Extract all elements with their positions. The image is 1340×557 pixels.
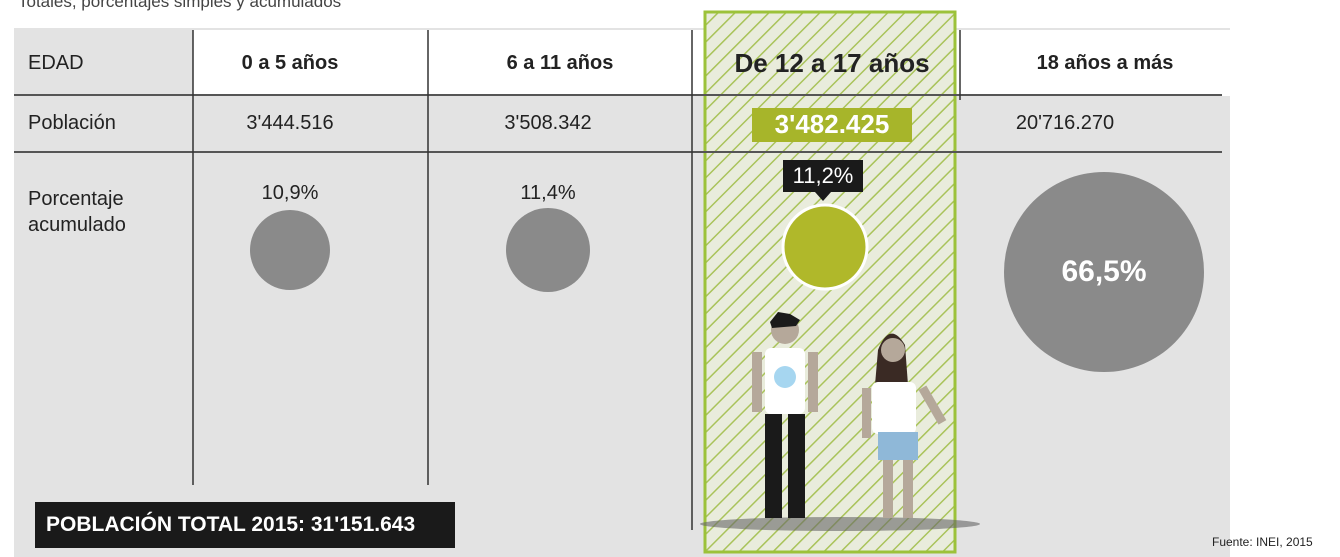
header-cell: De 12 a 17 años — [734, 48, 929, 79]
infographic: Totales, porcentajes simples y acumulado… — [0, 0, 1340, 557]
cell: 10,9% — [262, 182, 319, 205]
circle — [783, 205, 867, 289]
cell: 3'508.342 — [504, 112, 591, 135]
source: Fuente: INEI, 2015 — [1212, 535, 1313, 549]
cell: 11,4% — [520, 182, 575, 205]
shadow — [700, 517, 980, 531]
cell: 3'444.516 — [246, 112, 333, 135]
header-cell: 6 a 11 años — [507, 52, 614, 75]
cell: 3'482.425 — [775, 109, 890, 140]
row-label: Población — [28, 112, 116, 135]
subtitle: Totales, porcentajes simples y acumulado… — [18, 0, 341, 12]
total: POBLACIÓN TOTAL 2015: 31'151.643 — [46, 513, 415, 537]
cell: 66,5% — [1061, 255, 1146, 289]
cell: 11,2% — [793, 163, 854, 189]
circle — [250, 210, 330, 290]
cell: 20'716.270 — [1016, 112, 1114, 135]
row-label: Porcentaje acumulado — [28, 186, 168, 238]
circle — [506, 208, 590, 292]
header-cell: 0 a 5 años — [242, 52, 339, 75]
header-cell: 18 años a más — [1037, 52, 1174, 75]
header-cell: EDAD — [28, 52, 84, 75]
